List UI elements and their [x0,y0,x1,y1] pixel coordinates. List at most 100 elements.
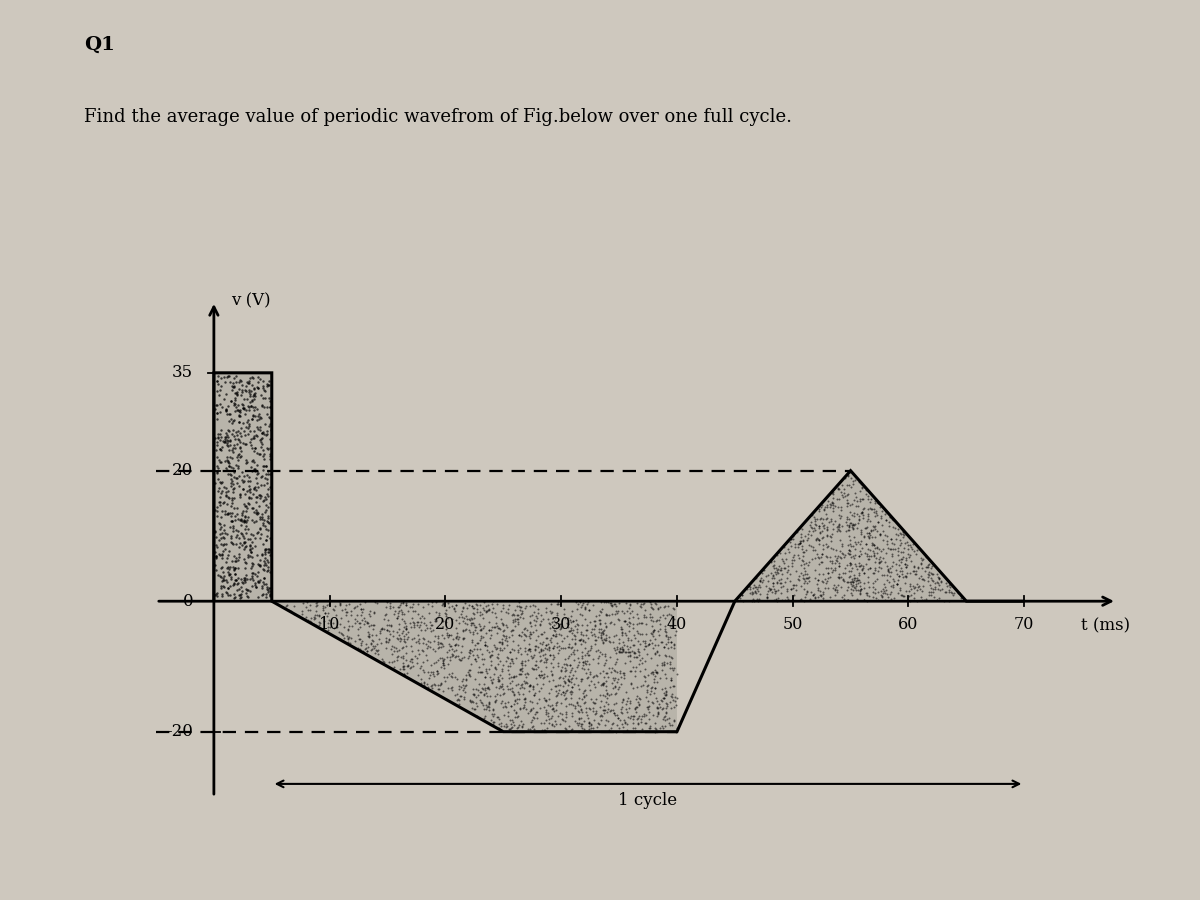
Point [496,696,515,710]
Point [844,521,863,535]
Point [338,597,358,611]
Point [434,639,454,653]
Point [540,616,559,631]
Point [520,704,539,718]
Point [592,713,611,727]
Point [635,716,654,730]
Point [258,580,277,594]
Point [479,698,498,713]
Point [439,636,458,651]
Point [296,609,316,624]
Point [462,612,481,626]
Point [484,701,503,716]
Point [236,586,256,600]
Point [547,640,566,654]
Point [516,696,535,710]
Point [826,562,845,577]
Point [594,664,613,679]
Point [476,604,496,618]
Point [246,506,265,520]
Point [595,689,614,704]
Point [259,517,278,531]
Point [504,608,523,622]
Point [480,700,499,715]
Point [838,487,857,501]
Point [584,677,604,691]
Point [234,552,253,566]
Point [355,642,374,656]
Point [809,518,828,533]
Point [829,559,848,573]
Point [550,643,569,657]
Point [601,598,620,612]
Point [486,694,505,708]
Point [581,683,600,698]
Point [540,698,559,713]
Point [858,492,877,507]
Point [834,485,853,500]
Point [490,673,509,688]
Point [220,544,239,558]
Point [239,427,258,441]
Point [851,582,870,597]
Point [542,717,562,732]
Point [648,644,667,659]
Point [390,662,409,676]
Point [258,508,277,523]
Point [749,594,768,608]
Point [856,546,875,561]
Point [874,541,893,555]
Point [904,558,923,572]
Point [586,619,605,634]
Point [244,527,263,542]
Point [892,536,911,550]
Point [748,582,767,597]
Point [538,669,557,683]
Point [781,581,800,596]
Point [313,603,332,617]
Point [619,600,638,615]
Point [578,711,598,725]
Point [461,645,480,660]
Point [580,602,599,616]
Point [608,596,628,610]
Point [466,702,485,716]
Point [640,721,659,735]
Point [622,676,641,690]
Point [280,602,299,616]
Point [359,628,378,643]
Point [857,521,876,535]
Point [427,664,446,679]
Point [822,526,841,541]
Point [211,536,230,551]
Point [214,572,233,587]
Point [832,570,851,584]
Point [830,511,850,526]
Point [588,643,607,657]
Point [382,618,401,633]
Point [871,583,890,598]
Point [601,650,620,664]
Point [463,633,482,647]
Point [236,568,256,582]
Point [602,598,622,612]
Point [208,429,227,444]
Point [293,596,312,610]
Point [882,549,901,563]
Point [433,598,452,612]
Point [865,518,884,533]
Point [846,579,865,593]
Point [625,701,644,716]
Point [234,469,253,483]
Point [260,467,280,482]
Point [862,523,881,537]
Point [241,460,260,474]
Point [242,399,262,413]
Point [475,618,494,633]
Point [247,420,266,435]
Point [503,623,522,637]
Point [594,670,613,684]
Point [222,416,241,430]
Point [216,507,235,521]
Point [865,582,884,597]
